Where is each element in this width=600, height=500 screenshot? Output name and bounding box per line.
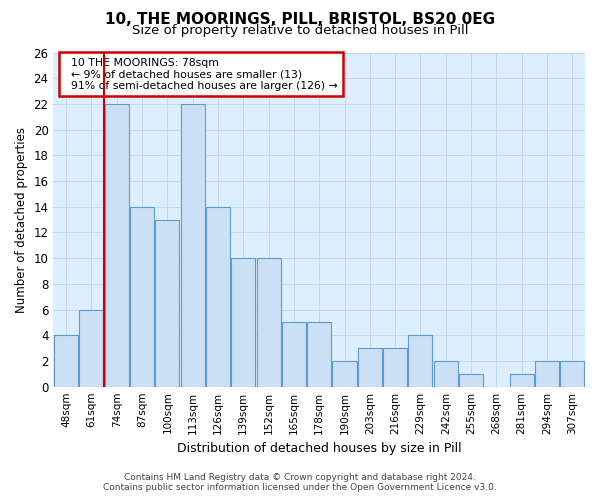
- Bar: [130, 206, 154, 386]
- Bar: [206, 206, 230, 386]
- Bar: [434, 361, 458, 386]
- Bar: [104, 104, 129, 387]
- Bar: [409, 336, 433, 386]
- Bar: [79, 310, 103, 386]
- Text: Size of property relative to detached houses in Pill: Size of property relative to detached ho…: [132, 24, 468, 37]
- Bar: [231, 258, 255, 386]
- Bar: [560, 361, 584, 386]
- Bar: [307, 322, 331, 386]
- Text: Contains HM Land Registry data © Crown copyright and database right 2024.
Contai: Contains HM Land Registry data © Crown c…: [103, 473, 497, 492]
- Bar: [181, 104, 205, 387]
- Bar: [282, 322, 306, 386]
- Bar: [509, 374, 534, 386]
- Text: 10 THE MOORINGS: 78sqm
  ← 9% of detached houses are smaller (13)
  91% of semi-: 10 THE MOORINGS: 78sqm ← 9% of detached …: [64, 58, 338, 90]
- Text: 10, THE MOORINGS, PILL, BRISTOL, BS20 0EG: 10, THE MOORINGS, PILL, BRISTOL, BS20 0E…: [105, 12, 495, 28]
- X-axis label: Distribution of detached houses by size in Pill: Distribution of detached houses by size …: [177, 442, 461, 455]
- Bar: [535, 361, 559, 386]
- Bar: [358, 348, 382, 387]
- Bar: [257, 258, 281, 386]
- Bar: [383, 348, 407, 387]
- Bar: [155, 220, 179, 386]
- Bar: [54, 336, 78, 386]
- Bar: [459, 374, 483, 386]
- Y-axis label: Number of detached properties: Number of detached properties: [15, 126, 28, 312]
- Bar: [332, 361, 356, 386]
